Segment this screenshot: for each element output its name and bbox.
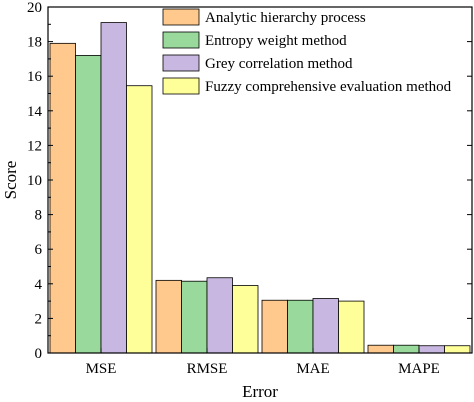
bar-rmse-series-3 [206, 277, 233, 354]
y-tick-label: 6 [35, 242, 43, 258]
bar-mse-series-4 [126, 85, 153, 354]
y-tick-label: 8 [35, 208, 43, 224]
bar-mae-series-1 [261, 299, 288, 354]
bar-mse-series-2 [75, 55, 102, 354]
bar-mape-series-2 [393, 344, 420, 354]
x-tick-label: MSE [86, 361, 117, 377]
bar-mape-series-1 [367, 344, 394, 354]
y-tick-label: 4 [35, 277, 43, 293]
x-tick-label: RMSE [187, 361, 228, 377]
legend-label: Grey correlation method [205, 56, 353, 72]
bar-rmse-series-1 [155, 279, 182, 354]
bar-mse-series-3 [100, 22, 127, 354]
x-axis: MSE RMSE MAE MAPE [86, 348, 440, 377]
legend-label: Entropy weight method [205, 33, 347, 49]
y-tick-label: 18 [27, 35, 42, 51]
y-axis: 0 2 4 6 8 10 12 14 16 18 20 [27, 0, 472, 362]
x-tick-label: MAE [296, 361, 329, 377]
legend-label: Analytic hierarchy process [205, 10, 366, 26]
y-tick-label: 2 [35, 311, 43, 327]
bars-group [49, 22, 471, 354]
bar-mae-series-2 [287, 299, 314, 354]
bar-rmse-series-4 [232, 285, 259, 354]
y-tick-label: 0 [35, 346, 43, 362]
x-axis-title: Error [242, 382, 278, 401]
y-tick-label: 14 [27, 104, 43, 120]
bar-rmse-series-2 [181, 280, 208, 354]
y-tick-label: 20 [27, 0, 42, 16]
bar-mape-series-3 [418, 345, 445, 354]
y-axis-title: Score [1, 161, 20, 200]
bar-mape-series-4 [444, 345, 471, 354]
y-tick-label: 12 [27, 138, 42, 154]
legend-label: Fuzzy comprehensive evaluation method [205, 79, 452, 95]
bar-mae-series-3 [312, 298, 339, 354]
x-tick-label: MAPE [398, 361, 440, 377]
legend-swatch [162, 31, 200, 49]
y-tick-label: 10 [27, 173, 42, 189]
legend-swatch [162, 8, 200, 26]
legend-swatch [162, 77, 200, 95]
bar-mse-series-1 [49, 42, 76, 354]
legend: Analytic hierarchy process Entropy weight… [162, 8, 452, 95]
y-tick-label: 16 [27, 69, 43, 85]
legend-swatch [162, 54, 200, 72]
bar-mae-series-4 [338, 300, 365, 354]
